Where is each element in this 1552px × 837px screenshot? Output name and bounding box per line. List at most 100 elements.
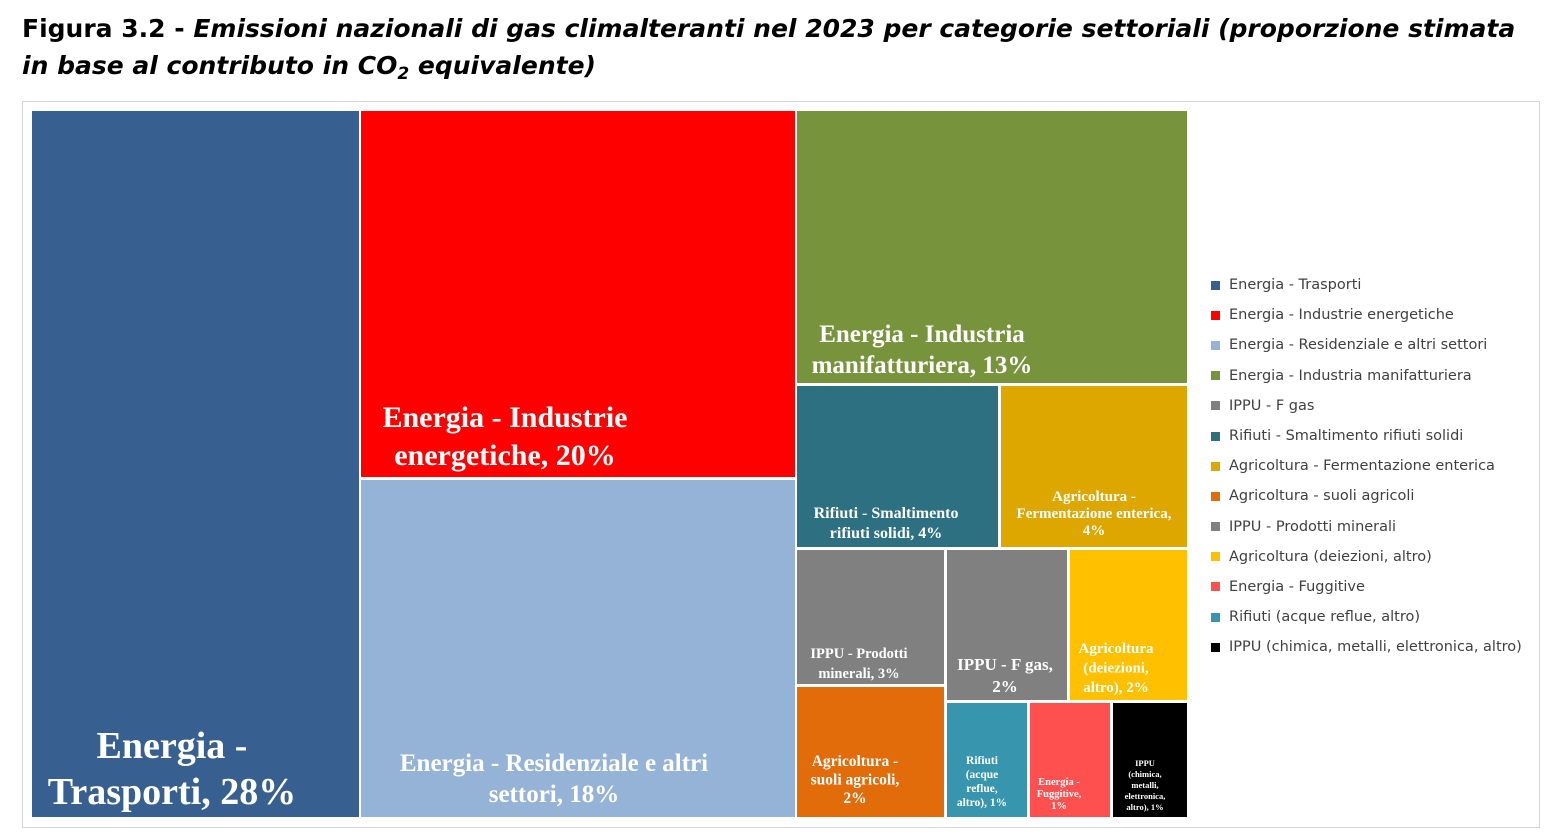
tile-agricoltura-fermentazione-enterica-label-line: Agricoltura - (1052, 489, 1136, 505)
legend-label: Agricoltura (deiezioni, altro) (1229, 548, 1432, 565)
tile-energia-industria-manifatturiera-label-line: Energia - Industria (819, 321, 1025, 348)
tile-ippu-prodotti-minerali-label-line: minerali, 3% (818, 666, 899, 682)
legend-swatch (1211, 491, 1220, 501)
legend-item: Rifiuti - Smaltimento rifiuti solidi (1211, 421, 1541, 451)
legend-label: Agricoltura - Fermentazione enterica (1229, 458, 1495, 475)
tile-energia-industria-manifatturiera-label: Energia - Industria manifatturiera, 13% (812, 321, 1033, 379)
tile-energia-fuggitive-label-line: 1% (1051, 801, 1067, 812)
legend-label: Rifiuti (acque reflue, altro) (1229, 609, 1420, 626)
tile-agricoltura-suoli-agricoli-label: Agricoltura - suoli agricoli, 2% (811, 753, 900, 807)
tile-ippu-chimica-metalli-elettronica-altro-label-line: IPPU (1135, 758, 1155, 768)
legend-swatch (1211, 461, 1220, 471)
tile-rifiuti-smaltimento-rifiuti-solidi-label: Rifiuti - Smaltimento rifiuti solidi, 4% (814, 505, 959, 542)
tile-energia-fuggitive-label-line: Fuggitive, (1037, 789, 1082, 800)
legend-swatch (1211, 642, 1220, 652)
tile-agricoltura-fermentazione-enterica-label: Agricoltura -Fermentazione enterica, 4% (1017, 489, 1172, 539)
tile-energia-industrie-energetiche-label: Energia - Industrie energetiche, 20% (382, 401, 627, 472)
legend-swatch (1211, 431, 1220, 441)
legend-item: IPPU (chimica, metalli, elettronica, alt… (1211, 632, 1541, 662)
legend-item: Rifiuti (acque reflue, altro) (1211, 602, 1541, 632)
figure-title-prefix: Figura 3.2 - (22, 14, 194, 43)
tile-energia-industrie-energetiche-label-line: Energia - Industrie (382, 401, 627, 434)
legend-item: Energia - Fuggitive (1211, 572, 1541, 602)
tile-ippu-f-gas-label: IPPU - F gas, 2% (957, 655, 1053, 696)
legend-item: Energia - Residenziale e altri settori (1211, 330, 1541, 360)
tile-agricoltura-fermentazione-enterica-rect (1001, 386, 1187, 547)
legend-item: Agricoltura - Fermentazione enterica (1211, 451, 1541, 481)
tile-ippu-prodotti-minerali-label-line: IPPU - Prodotti (810, 646, 907, 662)
tile-rifiuti-acque-reflue-altro-label: Rifiuti (acque reflue, altro), 1% (957, 755, 1007, 809)
tile-rifiuti-acque-reflue-altro-rect (947, 703, 1027, 817)
tile-agricoltura-fermentazione-enterica-label-line: 4% (1083, 523, 1106, 539)
tile-agricoltura-suoli-agricoli-label-line: 2% (843, 790, 866, 807)
legend-label: IPPU - F gas (1229, 397, 1315, 414)
legend-label: Energia - Residenziale e altri settori (1229, 337, 1488, 354)
legend-item: IPPU - F gas (1211, 391, 1541, 421)
legend-label: Energia - Industria manifatturiera (1229, 367, 1472, 384)
tile-ippu-f-gas-rect (947, 550, 1067, 700)
legend-swatch (1211, 371, 1220, 381)
figure-title-text: Emissioni nazionali di gas climalteranti… (22, 14, 1516, 80)
legend-item: IPPU - Prodotti minerali (1211, 512, 1541, 542)
legend-label: IPPU (chimica, metalli, elettronica, alt… (1229, 639, 1522, 656)
figure-title: Figura 3.2 - Emissioni nazionali di gas … (22, 10, 1542, 93)
tile-energia-residenziale-e-altri-settori-label: Energia - Residenziale e altri settori, 1… (400, 750, 708, 808)
legend-item: Agricoltura - suoli agricoli (1211, 481, 1541, 511)
tile-rifiuti-acque-reflue-altro-label-line: Rifiuti (966, 755, 999, 767)
tile-energia-trasporti-label-line: Trasporti, 28% (48, 771, 296, 813)
tile-ippu-chimica-metalli-elettronica-altro-label-line: elettronica, (1125, 791, 1166, 801)
legend-label: IPPU - Prodotti minerali (1229, 518, 1397, 535)
legend-swatch (1211, 552, 1220, 562)
legend-item: Agricoltura (deiezioni, altro) (1211, 542, 1541, 572)
legend-swatch (1211, 280, 1220, 290)
tile-energia-fuggitive-label-line: Energia - (1038, 777, 1080, 788)
tile-energia-fuggitive-label: Energia -Fuggitive, 1% (1037, 777, 1082, 812)
legend-item: Energia - Industrie energetiche (1211, 300, 1541, 330)
tile-agricoltura-deiezioni-altro-rect (1070, 550, 1187, 700)
tile-ippu-chimica-metalli-elettronica-altro-label-line: altro), 1% (1126, 802, 1163, 812)
tile-agricoltura-suoli-agricoli-rect (797, 687, 944, 817)
tile-agricoltura-deiezioni-altro-label-line: altro), 2% (1083, 680, 1149, 696)
tile-rifiuti-smaltimento-rifiuti-solidi-label-line: rifiuti solidi, 4% (830, 525, 942, 542)
tile-rifiuti-smaltimento-rifiuti-solidi-label-line: Rifiuti - Smaltimento (814, 505, 959, 522)
tile-ippu-prodotti-minerali-rect (797, 550, 944, 684)
legend-swatch (1211, 522, 1220, 532)
chart-legend: Energia - Trasporti Energia - Industrie e… (1211, 270, 1541, 662)
legend-swatch (1211, 340, 1220, 350)
tile-rifiuti-acque-reflue-altro-label-line: altro), 1% (957, 797, 1007, 809)
tile-energia-trasporti-rect (32, 111, 359, 817)
legend-swatch (1211, 612, 1220, 622)
tile-ippu-f-gas-label-line: IPPU - F gas, (957, 655, 1053, 674)
figure-title-subscript: 2 (397, 64, 410, 84)
legend-swatch (1211, 310, 1220, 320)
tile-energia-trasporti-label-line: Energia - (97, 725, 248, 767)
tile-energia-residenziale-e-altri-settori-rect (361, 480, 795, 817)
tile-ippu-prodotti-minerali-label: IPPU - Prodotti minerali, 3% (810, 646, 907, 682)
legend-label: Energia - Industrie energetiche (1229, 307, 1454, 324)
legend-item: Energia - Trasporti (1211, 270, 1541, 300)
tile-ippu-chimica-metalli-elettronica-altro-label-line: metalli, (1131, 780, 1158, 790)
tile-rifiuti-acque-reflue-altro-label-line: (acque (966, 769, 999, 781)
tile-rifiuti-acque-reflue-altro-label-line: reflue, (966, 783, 998, 795)
legend-swatch (1211, 582, 1220, 592)
figure-title-end: equivalente) (409, 51, 596, 80)
legend-label: Energia - Trasporti (1229, 277, 1362, 294)
tile-energia-industria-manifatturiera-rect (797, 111, 1187, 383)
tile-ippu-chimica-metalli-elettronica-altro-rect (1113, 703, 1187, 817)
legend-label: Energia - Fuggitive (1229, 578, 1365, 595)
tile-agricoltura-deiezioni-altro-label-line: Agricoltura (1079, 641, 1154, 657)
tile-ippu-f-gas-label-line: 2% (992, 677, 1018, 696)
tile-energia-industrie-energetiche-rect (361, 111, 795, 477)
tile-rifiuti-smaltimento-rifiuti-solidi-rect (797, 386, 998, 547)
tile-energia-industria-manifatturiera-label-line: manifatturiera, 13% (812, 352, 1033, 379)
tile-agricoltura-fermentazione-enterica-label-line: Fermentazione enterica, (1017, 506, 1172, 522)
tile-agricoltura-suoli-agricoli-label-line: Agricoltura - (812, 753, 899, 770)
legend-swatch (1211, 401, 1220, 411)
tile-agricoltura-suoli-agricoli-label-line: suoli agricoli, (811, 772, 900, 789)
tile-energia-residenziale-e-altri-settori-label-line: settori, 18% (489, 781, 620, 808)
tile-agricoltura-deiezioni-altro-label-line: (deiezioni, (1083, 661, 1149, 677)
tile-ippu-chimica-metalli-elettronica-altro-label-line: (chimica, (1128, 769, 1161, 779)
legend-label: Rifiuti - Smaltimento rifiuti solidi (1229, 428, 1464, 445)
legend-label: Agricoltura - suoli agricoli (1229, 488, 1415, 505)
